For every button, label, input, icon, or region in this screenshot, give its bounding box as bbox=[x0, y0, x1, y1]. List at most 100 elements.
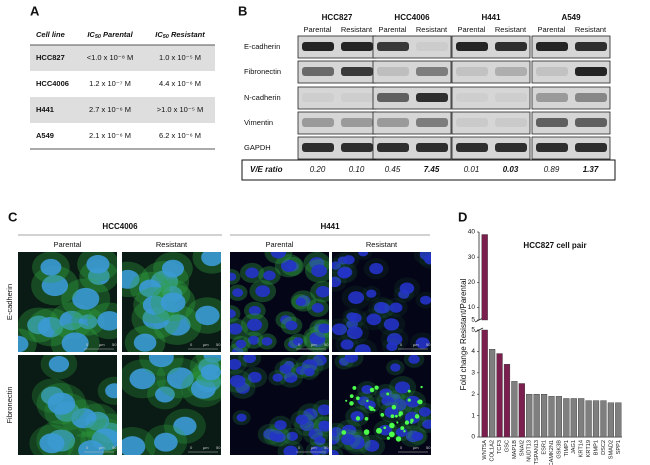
fibronectin-speck bbox=[403, 430, 406, 433]
nucleus bbox=[340, 339, 354, 350]
nucleus bbox=[129, 368, 156, 390]
blot-band bbox=[575, 143, 607, 152]
nucleus bbox=[286, 431, 299, 441]
nucleus bbox=[366, 289, 377, 298]
ratio-value: 0.03 bbox=[503, 165, 519, 174]
fibronectin-speck bbox=[388, 431, 395, 438]
blot-strip bbox=[531, 86, 611, 110]
nucleus bbox=[295, 414, 309, 425]
nucleus bbox=[332, 276, 342, 288]
nucleus bbox=[138, 279, 162, 298]
nucleus bbox=[41, 274, 69, 297]
ratio-label: V/E ratio bbox=[250, 165, 283, 174]
fibronectin-speck bbox=[414, 414, 420, 419]
fibronectin-speck bbox=[366, 399, 369, 403]
protein-label: Fibronectin bbox=[244, 67, 281, 76]
nucleus bbox=[122, 436, 146, 455]
nucleus bbox=[349, 312, 362, 323]
blot-band bbox=[575, 67, 607, 76]
nucleus bbox=[384, 406, 399, 418]
nucleus bbox=[283, 445, 299, 455]
ratio-value: 1.37 bbox=[583, 165, 599, 174]
header-part: IC bbox=[155, 30, 163, 39]
protein-label: Vimentin bbox=[244, 118, 273, 127]
cell-line-header: H441 bbox=[481, 13, 501, 22]
micrograph: 0 µm 50 bbox=[230, 355, 329, 455]
nucleus bbox=[332, 427, 343, 437]
scale-label: 50 bbox=[426, 342, 431, 347]
table-cell: 1.0 x 10⁻⁵ M bbox=[159, 53, 201, 62]
bar bbox=[555, 396, 563, 438]
condition-header: Resistant bbox=[156, 240, 188, 249]
blot-band bbox=[536, 42, 568, 51]
table-cell: 2.1 x 10⁻⁶ M bbox=[89, 131, 131, 140]
scale-label: 0 bbox=[400, 342, 403, 347]
x-tick-label: GSK3B bbox=[556, 440, 562, 459]
nucleus bbox=[422, 419, 431, 429]
blot-band bbox=[341, 93, 373, 102]
cell-line-header: H441 bbox=[320, 222, 340, 231]
fibronectin-speck bbox=[390, 414, 395, 419]
scale-label: µm bbox=[203, 445, 209, 450]
x-tick-label: NUDT13 bbox=[527, 440, 533, 462]
nucleus bbox=[230, 323, 243, 335]
fibronectin-speck bbox=[398, 411, 404, 416]
blot-band bbox=[416, 42, 448, 51]
nucleus bbox=[424, 254, 431, 265]
micrograph: 0 µm 50 bbox=[122, 355, 221, 455]
scale-label: 0 bbox=[190, 445, 193, 450]
condition-header: Parental bbox=[266, 240, 294, 249]
scale-label: µm bbox=[413, 445, 419, 450]
blot-strip bbox=[372, 35, 452, 59]
nucleus bbox=[283, 372, 298, 383]
scale-label: 50 bbox=[112, 445, 117, 450]
blot-band bbox=[456, 93, 488, 102]
y-tick-label: 3 bbox=[471, 370, 475, 377]
bar bbox=[578, 398, 585, 438]
fibronectin-speck bbox=[407, 398, 411, 402]
fibronectin-speck bbox=[355, 416, 361, 421]
y-tick-label: 5 bbox=[471, 327, 475, 334]
blot-strip bbox=[451, 136, 531, 160]
blot-strip bbox=[372, 60, 452, 84]
bar bbox=[518, 383, 525, 438]
fibronectin-speck bbox=[376, 427, 382, 434]
fibronectin-speck bbox=[395, 436, 402, 442]
y-tick-label: 30 bbox=[468, 254, 476, 261]
blot-band bbox=[456, 118, 488, 127]
nucleus bbox=[386, 342, 398, 352]
nucleus bbox=[78, 440, 105, 455]
blot-band bbox=[341, 42, 373, 51]
blot-strip bbox=[372, 111, 452, 135]
ratio-value: 7.45 bbox=[424, 165, 440, 174]
y-tick-label: 40 bbox=[468, 229, 476, 236]
nucleus bbox=[122, 269, 140, 289]
blot-band bbox=[536, 118, 568, 127]
blot-band bbox=[495, 143, 527, 152]
table-cell: >1.0 x 10⁻⁵ M bbox=[157, 105, 203, 114]
blot-band bbox=[341, 143, 373, 152]
x-tick-label: SNAI2 bbox=[519, 440, 525, 456]
nucleus bbox=[310, 445, 322, 455]
fibronectin-speck bbox=[396, 421, 399, 424]
blot-strip bbox=[531, 60, 611, 84]
fibronectin-speck bbox=[374, 385, 379, 390]
nucleus bbox=[18, 335, 29, 352]
nucleus bbox=[337, 267, 351, 279]
fibronectin-speck bbox=[349, 394, 354, 399]
nucleus bbox=[61, 332, 89, 352]
fibronectin-speck bbox=[404, 420, 410, 425]
blot-strip bbox=[451, 111, 531, 135]
nucleus bbox=[48, 355, 70, 373]
table-cell: H441 bbox=[36, 105, 54, 114]
nucleus bbox=[236, 413, 247, 422]
cell-line-header: A549 bbox=[561, 13, 581, 22]
nucleus bbox=[272, 373, 283, 382]
nucleus bbox=[389, 302, 403, 313]
header-part: IC bbox=[87, 30, 95, 39]
scale-label: µm bbox=[413, 342, 419, 347]
bar bbox=[570, 398, 577, 438]
nucleus bbox=[248, 305, 261, 316]
condition-header: Parental bbox=[54, 240, 82, 249]
nucleus bbox=[230, 309, 236, 319]
